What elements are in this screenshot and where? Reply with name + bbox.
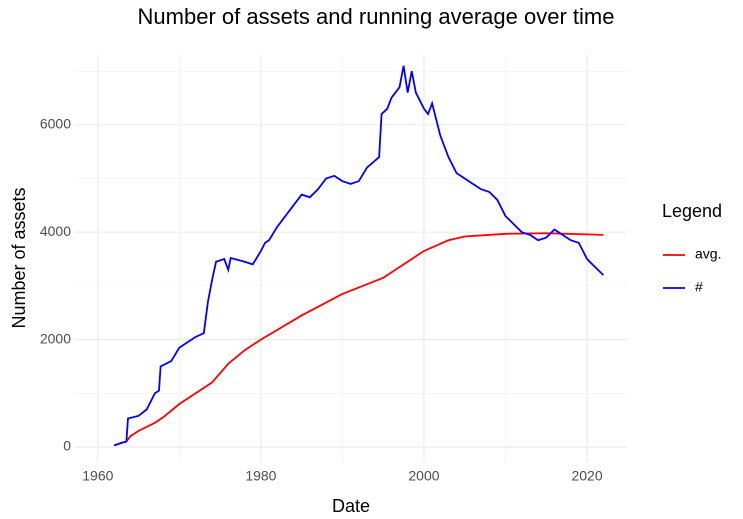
x-tick-label: 1960	[82, 468, 113, 484]
y-tick-label: 6000	[40, 116, 71, 132]
legend-label: avg.	[695, 246, 721, 262]
y-tick-label: 4000	[40, 223, 71, 239]
series-line	[113, 65, 604, 447]
chart-title: Number of assets and running average ove…	[138, 4, 615, 29]
x-tick-label: 1980	[245, 468, 276, 484]
y-axis-label: Number of assets	[9, 187, 29, 328]
y-tick-label: 0	[63, 438, 71, 454]
x-axis-label: Date	[332, 496, 370, 516]
y-tick-label: 2000	[40, 330, 71, 346]
x-tick-label: 2000	[408, 468, 439, 484]
legend-label: #	[695, 279, 703, 295]
series-line	[113, 232, 604, 447]
legend-title: Legend	[662, 201, 722, 221]
x-tick-label: 2020	[571, 468, 602, 484]
